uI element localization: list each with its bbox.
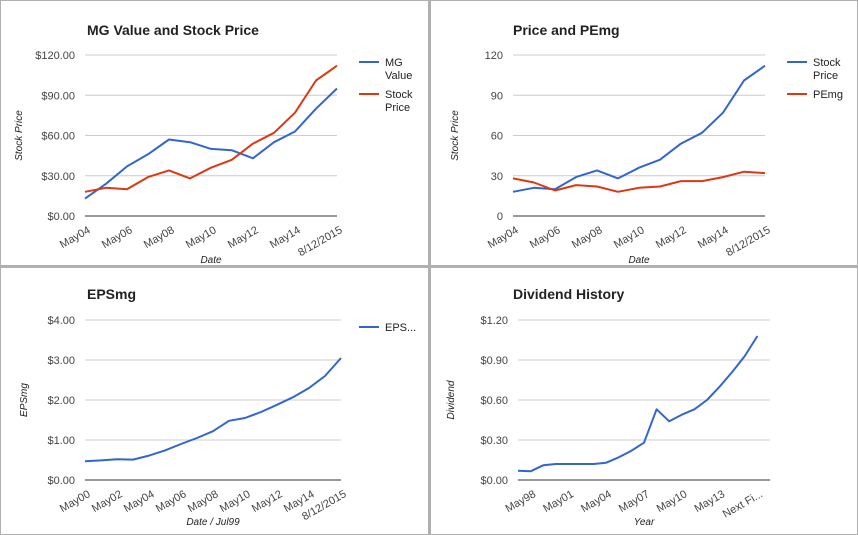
x-axis-label: Date: [200, 255, 222, 265]
y-tick-label: $2.00: [47, 395, 75, 407]
x-tick-label: May01: [541, 488, 576, 515]
legend-label: Stock: [813, 57, 841, 69]
chart-svg-dividend: Dividend History $0.00 $0.30 $0.60 $0.90 $1.2…: [446, 286, 770, 528]
y-tick-label: $1.00: [47, 435, 75, 447]
y-tick-label: $60.00: [41, 131, 75, 143]
x-tick-label: 8/12/2015: [296, 224, 344, 259]
chart-title: Dividend History: [513, 286, 624, 302]
x-tick-label: May04: [58, 224, 93, 251]
x-axis-label: Date: [628, 255, 650, 265]
chart-title: MG Value and Stock Price: [87, 22, 259, 38]
x-tick-label: May10: [612, 224, 647, 251]
legend-label: MG: [385, 57, 403, 69]
y-axis-label: Dividend: [446, 380, 457, 419]
series-line-1: [512, 64, 766, 193]
x-tick-label: 8/12/2015: [724, 224, 772, 259]
legend-label: Stock: [385, 89, 413, 101]
chart-title: EPSmg: [87, 286, 136, 302]
x-tick-label: May08: [142, 224, 177, 251]
legend-label: Price: [813, 70, 838, 82]
x-axis-label: Date / Jul99: [186, 517, 240, 528]
x-tick-label: May10: [218, 488, 253, 515]
chart-panel-epsmg: EPSmg $0.00 $1.00 $2.00 $3.00 $4.00 May00 May02…: [1, 268, 428, 534]
x-tick-label: May10: [655, 488, 690, 515]
x-tick-label: May12: [250, 488, 285, 515]
series-line-1: [84, 357, 342, 463]
y-tick-label: 120: [485, 50, 503, 62]
x-tick-label: May04: [579, 488, 614, 515]
x-tick-label: May08: [570, 224, 605, 251]
x-tick-label: May02: [90, 488, 125, 515]
legend-label: Value: [385, 70, 412, 82]
chart-svg-mg-value: MG Value and Stock Price $0.00 $30.00 $60.0…: [14, 22, 413, 265]
y-axis-label: Stock Price: [14, 110, 25, 161]
y-tick-label: $0.60: [480, 395, 508, 407]
series-line-1: [517, 335, 759, 473]
chart-title: Price and PEmg: [513, 22, 620, 38]
y-tick-label: $0.00: [47, 211, 75, 223]
y-tick-label: $4.00: [47, 315, 75, 327]
series-line-2: [512, 170, 766, 193]
y-tick-label: $0.30: [480, 435, 508, 447]
legend-label: PEmg: [813, 89, 843, 101]
chart-panel-mg-value: MG Value and Stock Price $0.00 $30.00 $60.0…: [1, 1, 428, 265]
x-tick-label: May12: [226, 224, 261, 251]
chart-panel-dividend: Dividend History $0.00 $0.30 $0.60 $0.90 $1.2…: [431, 268, 857, 534]
x-tick-label: May04: [486, 224, 521, 251]
legend-label: EPS...: [385, 322, 416, 334]
y-tick-label: $30.00: [41, 171, 75, 183]
x-tick-label: May10: [184, 224, 219, 251]
series-line-1: [84, 87, 338, 200]
y-tick-label: 90: [491, 90, 503, 102]
x-tick-label: May06: [528, 224, 563, 251]
y-tick-label: 60: [491, 131, 503, 143]
y-tick-label: 30: [491, 171, 503, 183]
y-tick-label: $0.00: [47, 475, 75, 487]
chart-panel-price-pemg: Price and PEmg 0 30 60 90 120 May04 May06 May08 M…: [431, 1, 857, 265]
y-tick-label: $0.00: [480, 475, 508, 487]
y-tick-label: $0.90: [480, 355, 508, 367]
x-tick-label: May04: [122, 488, 157, 515]
y-tick-label: 0: [497, 211, 503, 223]
x-tick-label: May08: [186, 488, 221, 515]
x-tick-label: May12: [654, 224, 689, 251]
series-line-2: [84, 64, 338, 193]
x-axis-label: Year: [634, 517, 655, 528]
x-tick-label: May98: [503, 488, 538, 515]
chart-svg-epsmg: EPSmg $0.00 $1.00 $2.00 $3.00 $4.00 May00May02…: [19, 286, 416, 528]
x-tick-label: May06: [100, 224, 135, 251]
x-tick-label: May00: [58, 488, 93, 515]
y-tick-label: $90.00: [41, 90, 75, 102]
y-tick-label: $120.00: [35, 50, 75, 62]
y-tick-label: $3.00: [47, 355, 75, 367]
y-axis-label: Stock Price: [450, 110, 461, 161]
y-tick-label: $1.20: [480, 315, 508, 327]
x-tick-label: May07: [617, 488, 652, 515]
y-axis-label: EPSmg: [19, 383, 30, 417]
chart-svg-price-pemg: Price and PEmg 0 30 60 90 120 May04 May06 May08 M…: [450, 22, 843, 265]
x-tick-label: Next Fi...: [721, 488, 765, 520]
x-tick-label: May06: [154, 488, 189, 515]
legend-label: Price: [385, 102, 410, 114]
